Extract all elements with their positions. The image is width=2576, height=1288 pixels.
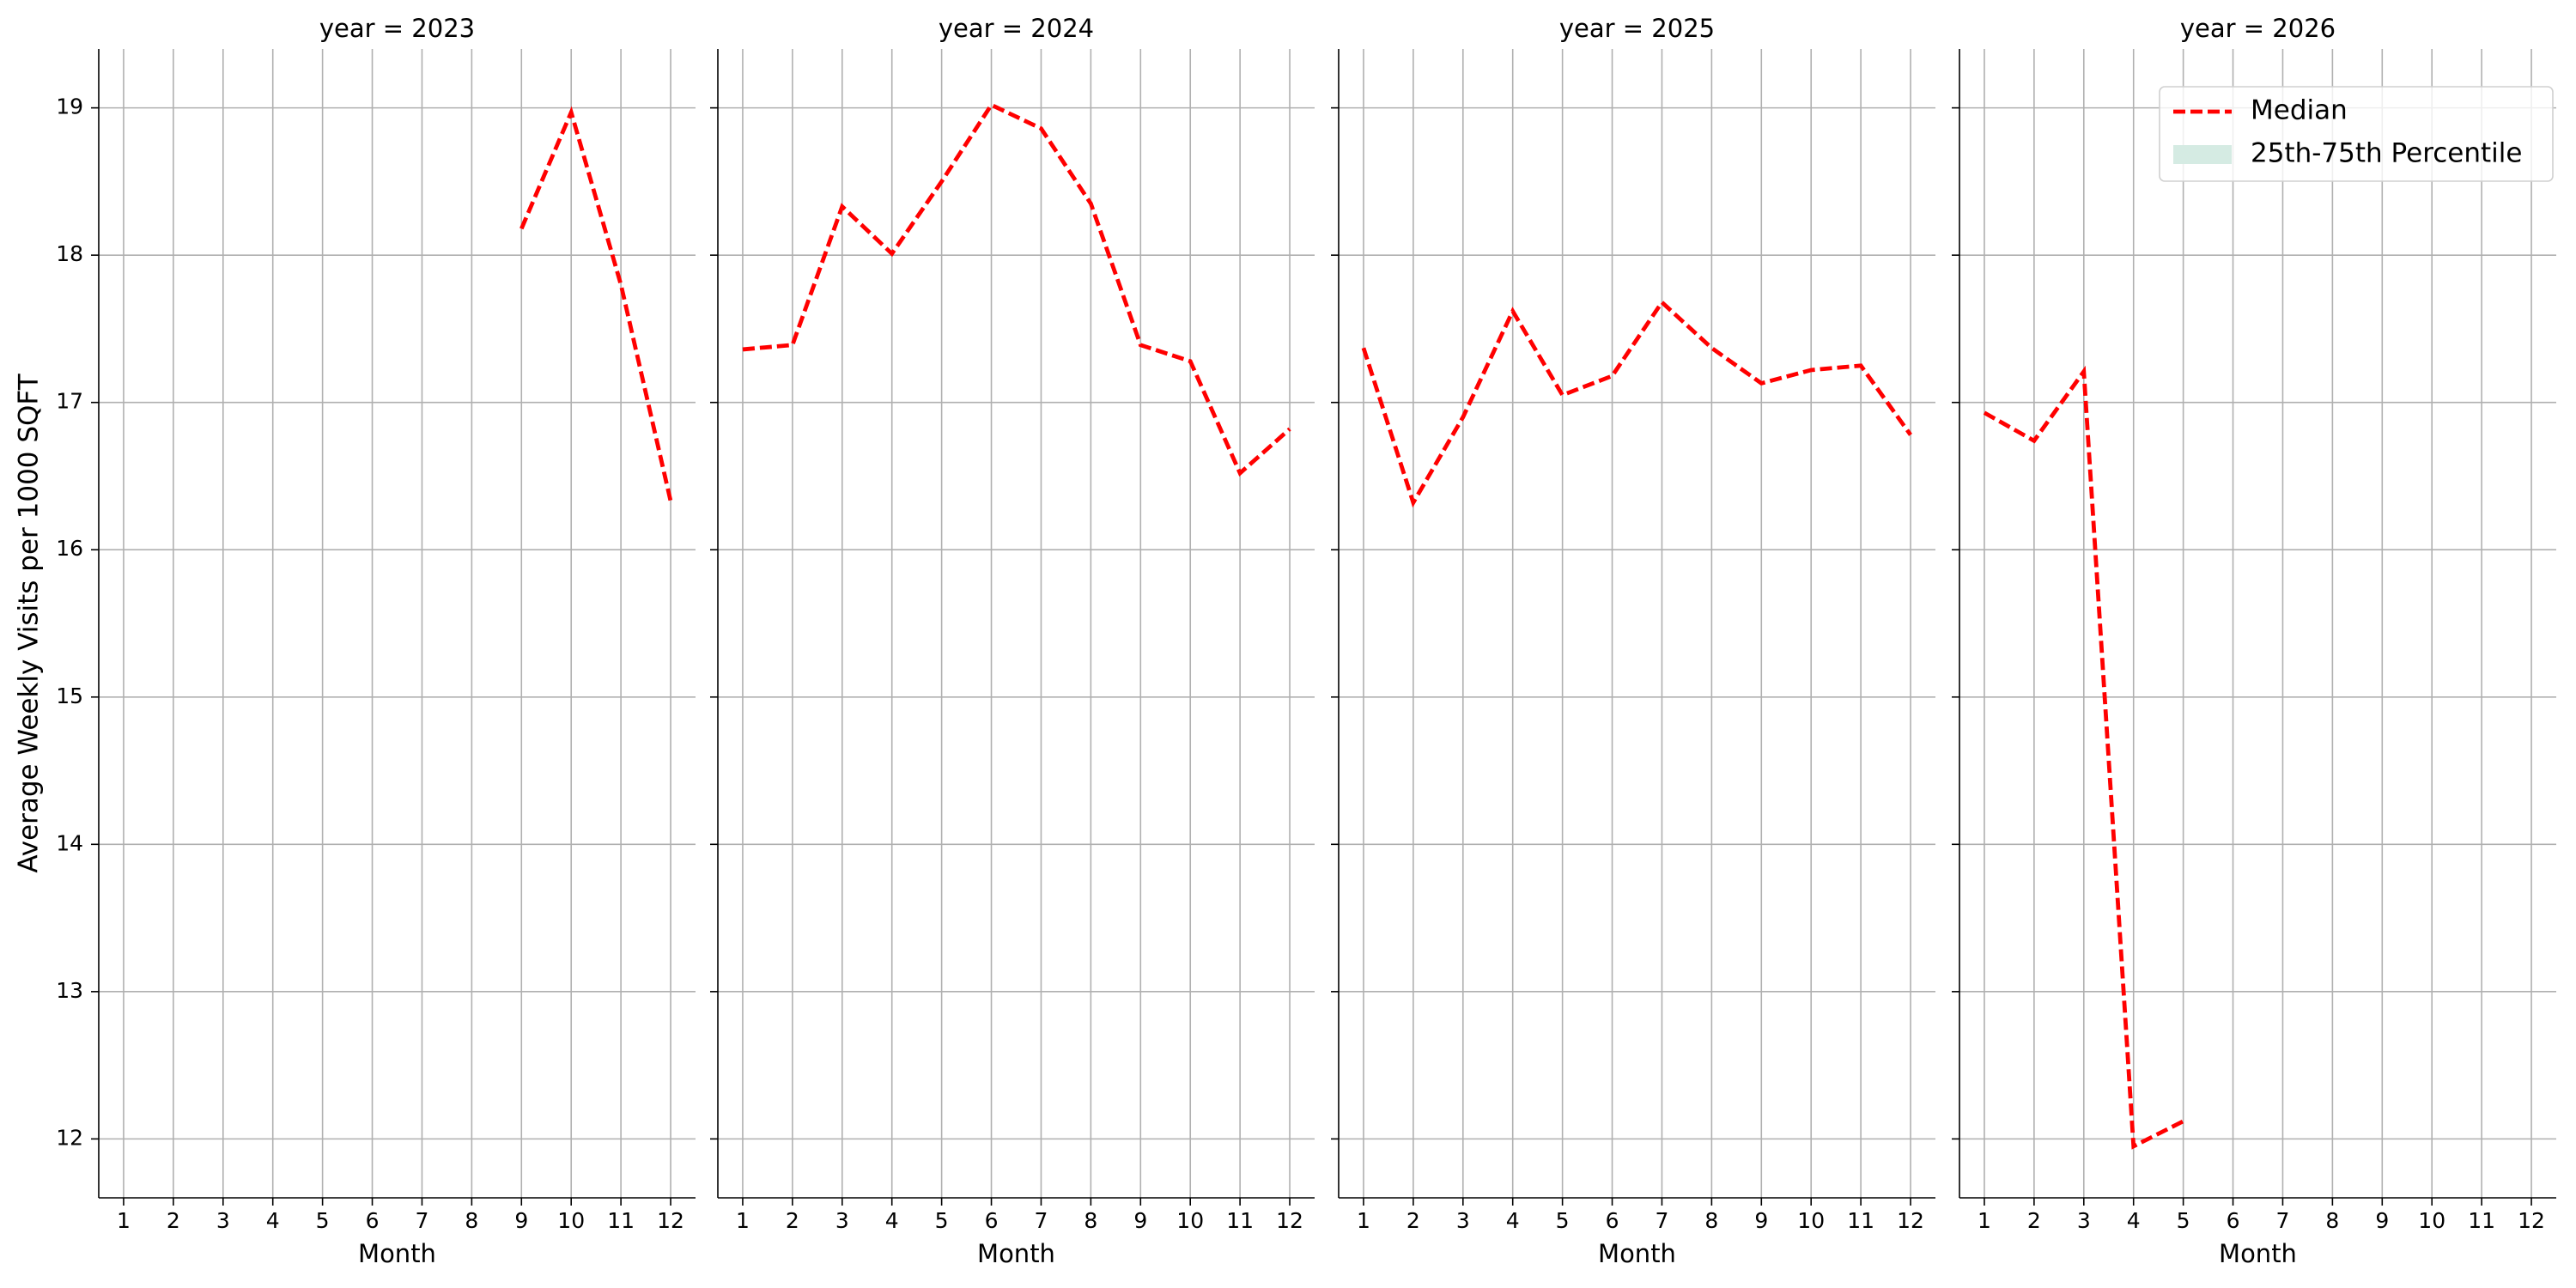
panel-title: year = 2023: [319, 14, 475, 43]
median-line: [742, 102, 1291, 477]
x-tick-label: 11: [2468, 1208, 2495, 1233]
median-line: [1983, 365, 2184, 1150]
y-tick-label: 14: [56, 830, 83, 855]
x-tick-label: 12: [2518, 1208, 2545, 1233]
y-tick-label: 12: [56, 1125, 83, 1150]
x-tick-label: 8: [465, 1208, 478, 1233]
x-tick-label: 3: [1456, 1208, 1470, 1233]
x-tick-label: 2: [786, 1208, 799, 1233]
median-line: [1361, 299, 1912, 508]
x-tick-label: 8: [1704, 1208, 1718, 1233]
y-tick-label: 15: [56, 683, 83, 708]
x-tick-label: 5: [316, 1208, 330, 1233]
legend-patch: [2173, 145, 2232, 164]
panel-title: year = 2025: [1559, 14, 1715, 43]
panel-title: year = 2026: [2180, 14, 2336, 43]
x-axis-label: Month: [358, 1239, 436, 1268]
x-tick-label: 10: [2418, 1208, 2445, 1233]
x-tick-label: 8: [2325, 1208, 2339, 1233]
x-tick-label: 6: [985, 1208, 999, 1233]
x-tick-label: 11: [607, 1208, 635, 1233]
x-tick-label: 9: [1133, 1208, 1147, 1233]
x-tick-label: 9: [514, 1208, 528, 1233]
y-tick-label: 16: [56, 536, 83, 561]
x-tick-label: 12: [1276, 1208, 1303, 1233]
x-tick-label: 4: [1506, 1208, 1520, 1233]
x-tick-label: 11: [1847, 1208, 1874, 1233]
x-tick-label: 3: [2077, 1208, 2091, 1233]
x-axis-label: Month: [977, 1239, 1055, 1268]
median-line: [519, 106, 673, 502]
x-tick-label: 8: [1084, 1208, 1097, 1233]
x-tick-label: 1: [1357, 1208, 1370, 1233]
x-tick-label: 12: [1897, 1208, 1924, 1233]
x-tick-label: 5: [2177, 1208, 2190, 1233]
x-tick-label: 2: [167, 1208, 180, 1233]
x-tick-label: 7: [416, 1208, 429, 1233]
x-tick-label: 10: [557, 1208, 585, 1233]
x-tick-label: 4: [2127, 1208, 2141, 1233]
panel-title: year = 2024: [939, 14, 1094, 43]
x-tick-label: 7: [2276, 1208, 2290, 1233]
x-tick-label: 5: [935, 1208, 949, 1233]
x-tick-label: 5: [1556, 1208, 1570, 1233]
x-tick-label: 3: [216, 1208, 230, 1233]
y-tick-label: 17: [56, 389, 83, 414]
x-tick-label: 9: [1754, 1208, 1768, 1233]
x-tick-label: 12: [657, 1208, 684, 1233]
x-tick-label: 6: [366, 1208, 380, 1233]
x-tick-label: 1: [117, 1208, 131, 1233]
x-tick-label: 7: [1656, 1208, 1669, 1233]
y-tick-label: 13: [56, 978, 83, 1003]
x-tick-label: 6: [2227, 1208, 2240, 1233]
x-tick-label: 9: [2375, 1208, 2389, 1233]
x-tick-label: 4: [885, 1208, 899, 1233]
x-tick-label: 3: [835, 1208, 849, 1233]
y-axis-label: Average Weekly Visits per 1000 SQFT: [14, 373, 45, 872]
x-axis-label: Month: [2219, 1239, 2297, 1268]
x-tick-label: 10: [1176, 1208, 1204, 1233]
x-tick-label: 10: [1797, 1208, 1825, 1233]
x-tick-label: 7: [1035, 1208, 1048, 1233]
x-tick-label: 2: [1406, 1208, 1420, 1233]
legend-box: [2159, 86, 2554, 182]
y-tick-label: 19: [56, 94, 83, 119]
x-tick-label: 4: [266, 1208, 280, 1233]
x-tick-label: 6: [1606, 1208, 1619, 1233]
legend-label: Median: [2251, 95, 2348, 126]
x-tick-label: 11: [1226, 1208, 1254, 1233]
x-axis-label: Month: [1598, 1239, 1676, 1268]
legend-label: 25th-75th Percentile: [2251, 138, 2522, 169]
x-tick-label: 1: [736, 1208, 750, 1233]
x-tick-label: 1: [1978, 1208, 1991, 1233]
x-tick-label: 2: [2027, 1208, 2041, 1233]
y-tick-label: 18: [56, 241, 83, 266]
